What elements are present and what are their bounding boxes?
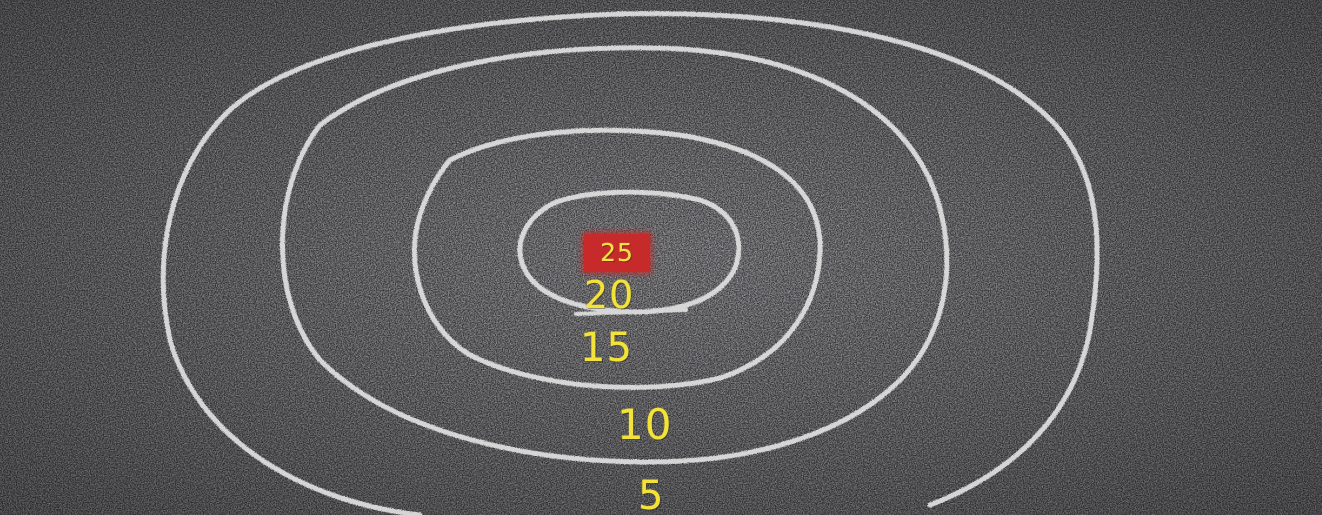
- score-15-label: 15: [580, 325, 633, 371]
- score-20-label: 20: [584, 273, 635, 317]
- ring-20: [517, 189, 742, 315]
- score-5-label: 5: [638, 473, 665, 515]
- ring-15: [412, 127, 823, 390]
- outer-ring: [160, 11, 1100, 515]
- score-10-label: 10: [617, 400, 673, 449]
- ring-10: [280, 45, 950, 465]
- score-25-label: 25: [584, 234, 650, 272]
- line-under-20: [574, 308, 688, 316]
